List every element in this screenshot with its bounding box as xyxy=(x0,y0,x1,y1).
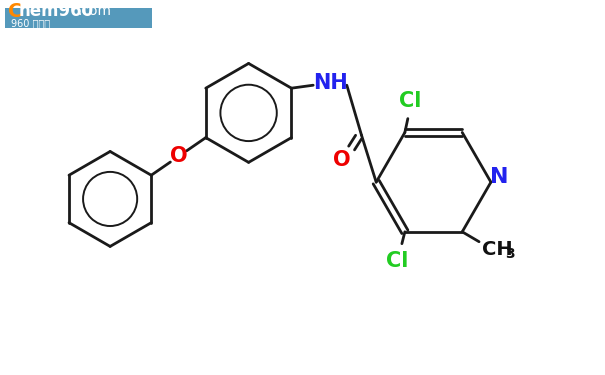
Text: hem960: hem960 xyxy=(18,2,93,20)
Text: 960 化工网: 960 化工网 xyxy=(11,18,50,28)
Text: Cl: Cl xyxy=(386,252,408,272)
Text: Cl: Cl xyxy=(399,91,421,111)
Text: O: O xyxy=(333,150,350,170)
Text: C: C xyxy=(8,2,22,21)
Text: N: N xyxy=(489,167,508,187)
Text: .com: .com xyxy=(77,4,111,18)
FancyBboxPatch shape xyxy=(5,8,152,28)
Text: 3: 3 xyxy=(505,247,514,261)
Text: CH: CH xyxy=(482,240,512,259)
Text: NH: NH xyxy=(313,73,348,93)
Text: O: O xyxy=(169,146,188,166)
